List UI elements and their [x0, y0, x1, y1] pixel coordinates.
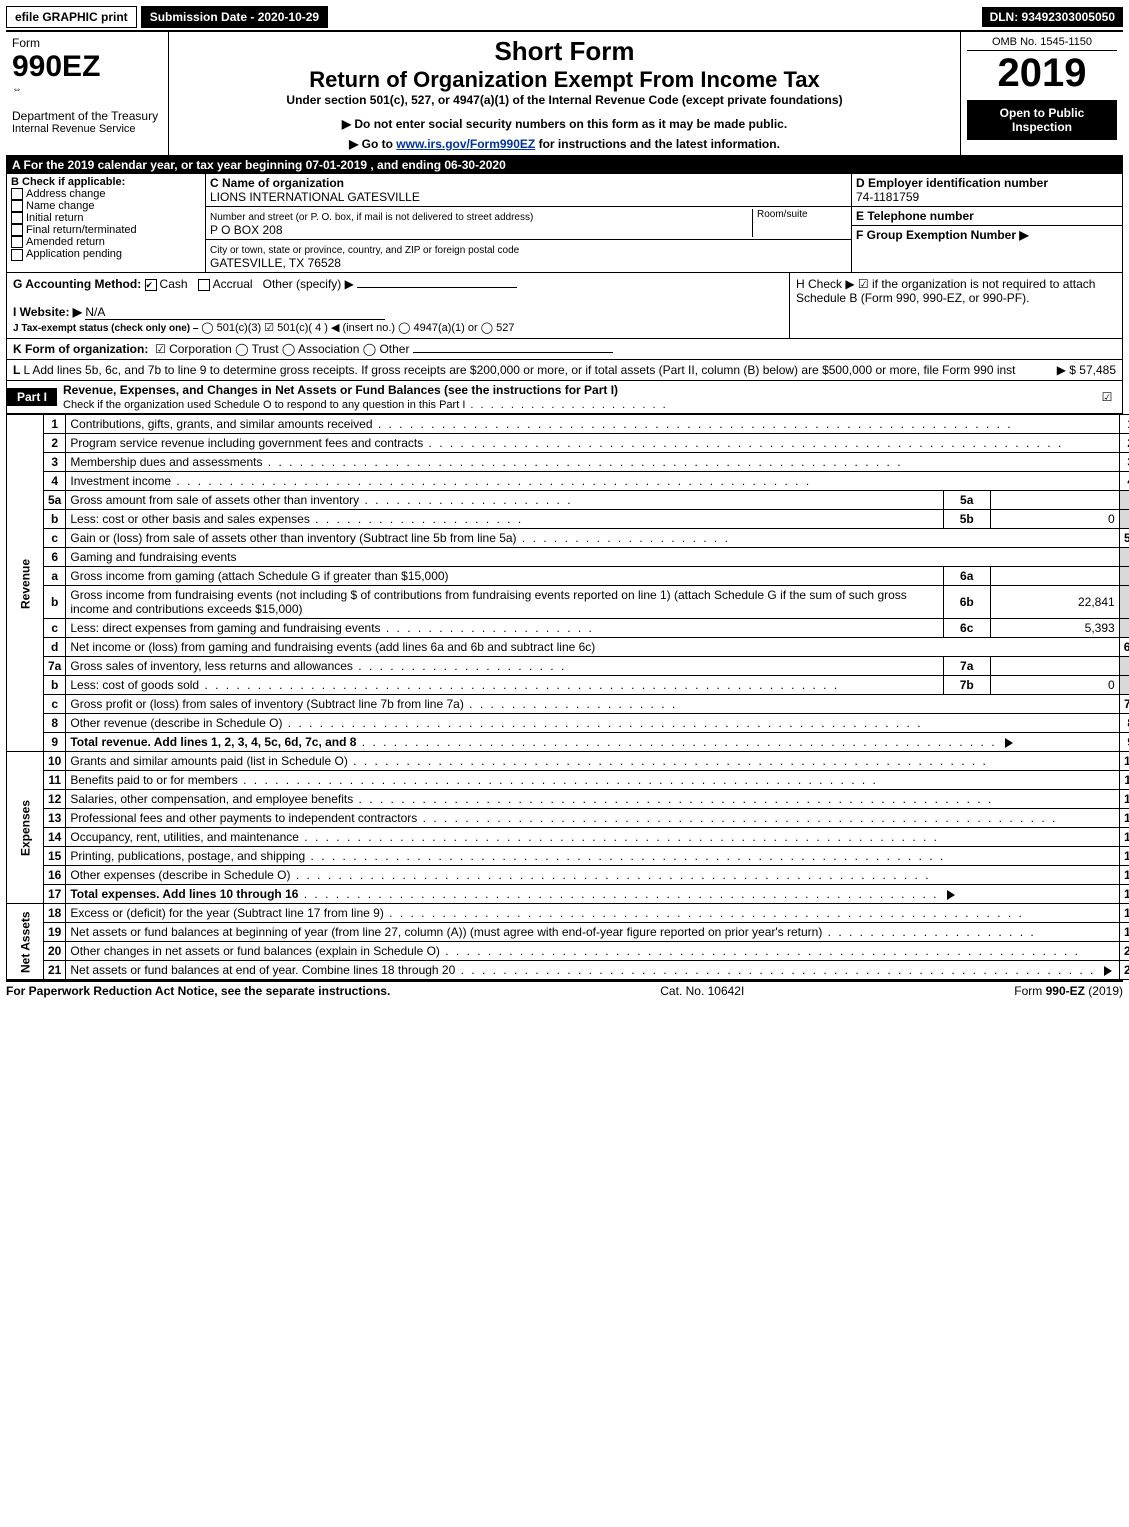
dln-label: DLN: 93492303005050	[982, 7, 1123, 27]
section-e: E Telephone number	[852, 207, 1122, 226]
netassets-sidebar: Net Assets	[7, 904, 44, 980]
note-ssn: ▶ Do not enter social security numbers o…	[175, 117, 954, 131]
form-header: Form 990EZ ⇔ Department of the Treasury …	[6, 32, 1123, 156]
section-h: H Check ▶ ☑ if the organization is not r…	[790, 273, 1122, 338]
note-goto: ▶ Go to www.irs.gov/Form990EZ for instru…	[175, 137, 954, 151]
website: N/A	[85, 305, 385, 320]
tax-year: 2019	[967, 51, 1117, 96]
section-f: F Group Exemption Number ▶	[852, 226, 1122, 244]
org-street: P O BOX 208	[210, 223, 283, 237]
info-grid: B Check if applicable: Address change Na…	[6, 174, 1123, 273]
expenses-sidebar: Expenses	[7, 752, 44, 904]
footer: For Paperwork Reduction Act Notice, see …	[6, 980, 1123, 998]
gross-receipts: ▶ $ 57,485	[1016, 363, 1116, 377]
part1-checkbox[interactable]: ☑	[1092, 390, 1122, 404]
submission-date-button[interactable]: Submission Date - 2020-10-29	[141, 6, 328, 28]
open-to-public: Open to Public Inspection	[967, 100, 1117, 140]
section-k: K Form of organization: ☑ Corporation ◯ …	[6, 339, 1123, 360]
dept-label: Department of the Treasury	[12, 109, 162, 123]
part1-header: Part I Revenue, Expenses, and Changes in…	[6, 381, 1123, 414]
org-name: LIONS INTERNATIONAL GATESVILLE	[210, 190, 420, 204]
form-number: 990EZ	[12, 50, 162, 84]
top-bar: efile GRAPHIC print Submission Date - 20…	[6, 6, 1123, 28]
title-short-form: Short Form	[175, 36, 954, 67]
section-d: D Employer identification number 74-1181…	[852, 174, 1122, 207]
org-city: GATESVILLE, TX 76528	[210, 256, 341, 270]
section-a-bar: A For the 2019 calendar year, or tax yea…	[6, 156, 1123, 174]
ein: 74-1181759	[856, 190, 919, 204]
cat-no: Cat. No. 10642I	[660, 984, 744, 998]
section-l: L L Add lines 5b, 6c, and 7b to line 9 t…	[6, 360, 1123, 381]
section-b: B Check if applicable: Address change Na…	[7, 174, 206, 272]
form-label: Form	[12, 36, 162, 50]
irs-label: Internal Revenue Service	[12, 123, 162, 135]
title-return: Return of Organization Exempt From Incom…	[175, 67, 954, 93]
omb-label: OMB No. 1545-1150	[967, 36, 1117, 51]
form-ref: Form 990-EZ (2019)	[1014, 984, 1123, 998]
paperwork-notice: For Paperwork Reduction Act Notice, see …	[6, 984, 390, 998]
efile-button[interactable]: efile GRAPHIC print	[6, 6, 137, 28]
section-g: G Accounting Method: Cash Accrual Other …	[7, 273, 790, 338]
subtitle: Under section 501(c), 527, or 4947(a)(1)…	[175, 93, 954, 107]
revenue-sidebar: Revenue	[7, 415, 44, 752]
part1-table: Revenue 1 Contributions, gifts, grants, …	[6, 414, 1129, 980]
section-c: C Name of organization LIONS INTERNATION…	[206, 174, 851, 272]
irs-link[interactable]: www.irs.gov/Form990EZ	[396, 137, 535, 151]
